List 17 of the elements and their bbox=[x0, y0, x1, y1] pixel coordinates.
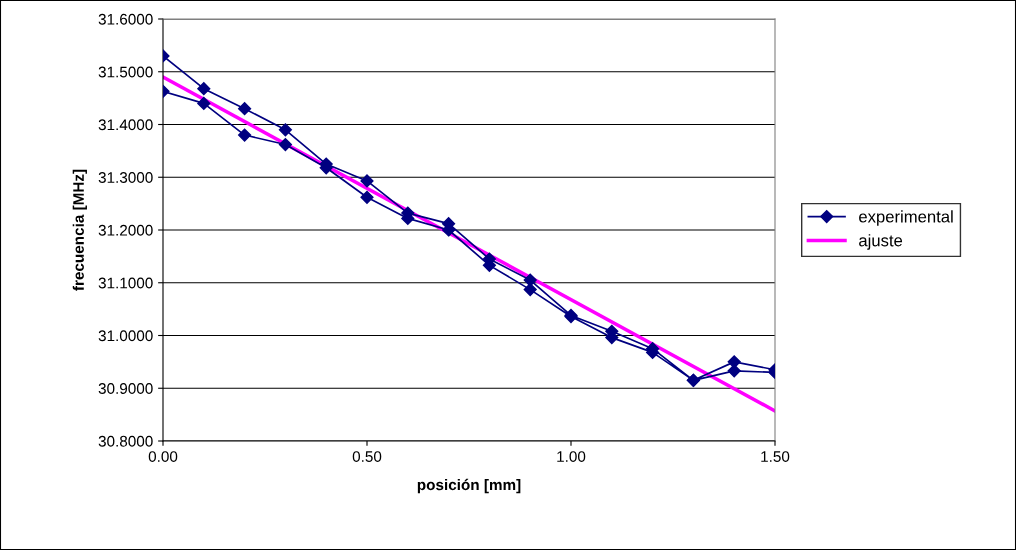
x-axis-title: posición [mm] bbox=[417, 478, 521, 494]
y-tick-label: 31.5000 bbox=[98, 66, 153, 78]
legend-label: experimental bbox=[859, 210, 953, 226]
y-tick-label: 31.6000 bbox=[98, 13, 153, 25]
x-tick-label: 0.50 bbox=[352, 451, 382, 462]
x-tick-label: 1.00 bbox=[557, 451, 586, 462]
y-tick-label: 31.2000 bbox=[98, 224, 153, 236]
y-tick-label: 30.9000 bbox=[98, 383, 153, 394]
y-tick-label: 31.4000 bbox=[98, 119, 153, 131]
y-axis-title: frecuencia [MHz] bbox=[72, 169, 87, 291]
x-tick-label: 1.50 bbox=[761, 451, 790, 462]
y-tick-label: 31.3000 bbox=[98, 172, 153, 183]
legend-label: ajuste bbox=[859, 234, 903, 250]
x-tick-label: 0.00 bbox=[148, 451, 178, 462]
y-tick-label: 31.1000 bbox=[98, 277, 153, 289]
y-tick-label: 31.0000 bbox=[98, 330, 153, 342]
y-tick-label: 30.8000 bbox=[98, 435, 153, 447]
